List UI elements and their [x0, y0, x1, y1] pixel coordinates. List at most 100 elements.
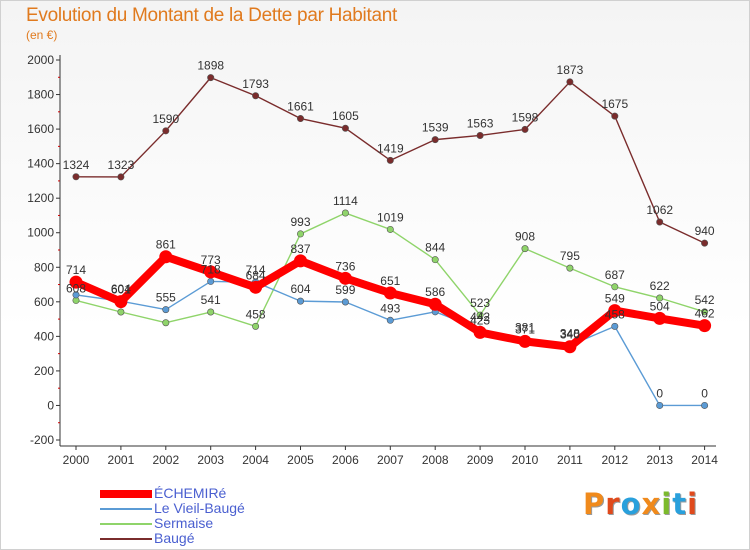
data-point: [563, 340, 577, 354]
data-point: [566, 78, 574, 86]
data-label: 714: [66, 263, 86, 277]
y-tick-label: 200: [34, 364, 54, 378]
data-label: 541: [201, 293, 221, 307]
data-point: [72, 173, 80, 181]
data-label: 1019: [377, 210, 404, 224]
data-point: [296, 115, 304, 123]
data-label: 940: [695, 224, 715, 238]
data-label: 795: [560, 249, 580, 263]
data-point: [207, 74, 215, 82]
data-point: [252, 322, 260, 330]
data-point: [249, 280, 263, 294]
data-label: 1539: [422, 121, 449, 135]
data-point: [386, 156, 394, 164]
data-label: 555: [156, 291, 176, 305]
y-tick-label: 600: [34, 295, 54, 309]
data-point: [117, 173, 125, 181]
data-point: [521, 245, 529, 253]
data-label: 1605: [332, 109, 359, 123]
data-point: [611, 322, 619, 330]
data-point: [341, 124, 349, 132]
data-point: [162, 127, 170, 135]
data-label: 458: [605, 307, 625, 321]
brand-letter: o: [620, 487, 642, 521]
data-label: 622: [650, 279, 670, 293]
brand-letter: i: [661, 487, 673, 521]
y-tick-label: -200: [30, 433, 54, 447]
y-tick-label: 0: [47, 398, 54, 412]
data-label: 0: [701, 386, 708, 400]
data-point: [341, 298, 349, 306]
data-point: [296, 297, 304, 305]
x-tick-label: 2000: [63, 453, 90, 467]
data-point: [656, 401, 664, 409]
data-point: [701, 308, 709, 316]
data-label: 1419: [377, 141, 404, 155]
data-point: [701, 401, 709, 409]
legend-label: Baugé: [154, 530, 195, 546]
x-tick-label: 2007: [377, 453, 404, 467]
data-point: [428, 297, 442, 311]
data-label: 837: [290, 242, 310, 256]
x-tick-label: 2009: [467, 453, 494, 467]
brand-letter: t: [672, 487, 688, 521]
data-label: 462: [695, 307, 715, 321]
data-point: [698, 319, 712, 333]
data-point: [69, 275, 83, 289]
data-label: 773: [201, 253, 221, 267]
brand-letter: r: [605, 487, 621, 521]
data-label: 687: [605, 268, 625, 282]
y-tick-label: 1800: [27, 88, 54, 102]
data-point: [383, 286, 397, 300]
data-label: 1324: [63, 158, 90, 172]
data-point: [252, 92, 260, 100]
x-tick-label: 2008: [422, 453, 449, 467]
data-point: [611, 283, 619, 291]
data-point: [114, 295, 128, 309]
data-label: 0: [656, 386, 663, 400]
data-label: 718: [201, 262, 221, 276]
legend-label: Le Vieil-Baugé: [154, 500, 245, 516]
data-label: 861: [156, 238, 176, 252]
x-tick-label: 2006: [332, 453, 359, 467]
data-label: 586: [425, 285, 445, 299]
data-label: 371: [515, 322, 535, 336]
legend-swatch: [100, 508, 152, 510]
data-label: 604: [111, 282, 131, 296]
chart-subtitle: (en €): [26, 28, 58, 42]
x-tick-label: 2005: [287, 453, 314, 467]
data-label: 493: [380, 301, 400, 315]
data-label: 381: [515, 321, 535, 335]
data-label: 348: [560, 326, 580, 340]
y-tick-label: 1400: [27, 157, 54, 171]
brand-letter: i: [687, 487, 699, 521]
x-tick-label: 2014: [691, 453, 718, 467]
data-label: 1898: [197, 59, 224, 73]
data-point: [566, 264, 574, 272]
legend-label: ÉCHEMIRé: [154, 485, 227, 501]
data-label: 1590: [152, 112, 179, 126]
data-label: 601: [111, 283, 131, 297]
legend-swatch: [100, 538, 152, 540]
data-point: [296, 230, 304, 238]
brand-letter: x: [641, 487, 662, 521]
y-tick-label: 1600: [27, 122, 54, 136]
data-label: 1675: [601, 97, 628, 111]
y-tick-label: 1200: [27, 191, 54, 205]
data-point: [72, 291, 80, 299]
y-tick-label: 1000: [27, 226, 54, 240]
data-point: [656, 218, 664, 226]
x-tick-label: 2001: [108, 453, 135, 467]
data-label: 1323: [108, 158, 135, 172]
x-tick-label: 2012: [601, 453, 628, 467]
data-point: [159, 250, 173, 264]
data-point: [656, 294, 664, 302]
x-tick-label: 2004: [242, 453, 269, 467]
data-label: 458: [246, 307, 266, 321]
data-point: [431, 136, 439, 144]
data-point: [294, 254, 307, 268]
y-tick-label: 2000: [27, 53, 54, 67]
brand-letter: P: [583, 487, 606, 521]
